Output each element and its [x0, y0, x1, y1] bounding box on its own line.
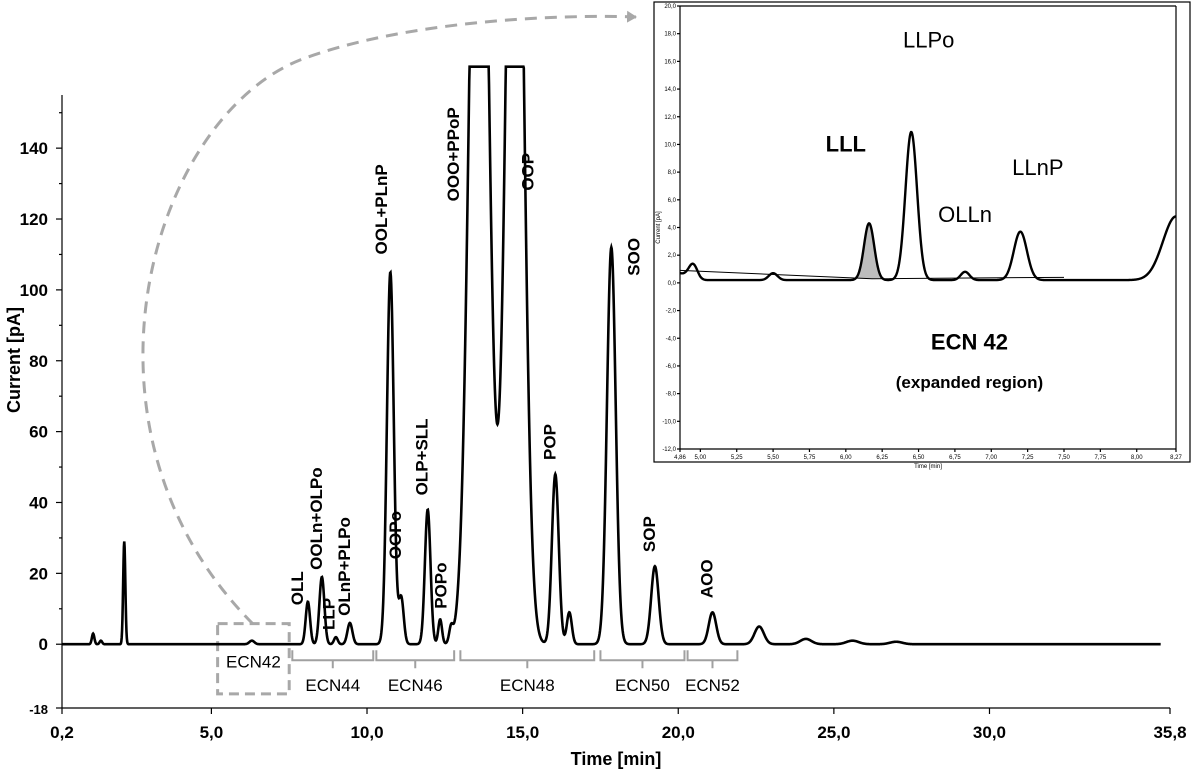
peak-label: OLP+SLL — [413, 418, 432, 495]
x-tick-label: 25,0 — [817, 723, 850, 742]
inset-x-tick-label: 5,75 — [804, 455, 816, 461]
inset-y-tick-label: 4,0 — [668, 226, 677, 232]
ecn-region-label: ECN42 — [226, 653, 281, 672]
peak-label: OLnP+PLPo — [335, 517, 354, 616]
inset-y-tick-label: -10,0 — [662, 419, 676, 425]
inset-x-tick-label: 6,50 — [913, 455, 925, 461]
inset-x-axis-label: Time [min] — [914, 464, 942, 470]
inset-title: ECN 42 — [931, 329, 1008, 354]
inset-y-tick-label: 10,0 — [664, 142, 676, 148]
peak-label: OLL — [288, 571, 307, 605]
y-tick-label: 140 — [20, 139, 48, 158]
y-tick-label: -18 — [29, 702, 48, 717]
inset-x-tick-label: 8,27 — [1170, 455, 1182, 461]
y-tick-label: 120 — [20, 210, 48, 229]
y-tick-label: 60 — [29, 423, 48, 442]
peak-label: AOO — [697, 559, 716, 598]
y-tick-label: 20 — [29, 564, 48, 583]
zoom-arrow — [141, 10, 637, 626]
x-tick-label: 0,2 — [50, 723, 74, 742]
inset-frame — [653, 1, 1191, 463]
inset-y-tick-label: 2,0 — [668, 253, 677, 259]
inset-peak-label: OLLn — [938, 202, 992, 227]
inset-x-tick-label: 7,00 — [985, 455, 997, 461]
inset-baseline — [679, 269, 1065, 280]
main-axes: 0,2 5,0 10,0 15,0 20,0 25,0 30,0 35,8 -18 0 20 40 60… — [20, 95, 1187, 742]
inset-x-tick-label: 5,50 — [767, 455, 779, 461]
ecn-region-label: ECN50 — [615, 676, 670, 695]
peak-label: POP — [540, 424, 559, 460]
inset-y-tick-label: 14,0 — [664, 87, 676, 93]
inset-expanded-region: 4,86 5,00 5,25 5,50 5,75 6,00 6,25 6,50 6,75 7,00… — [653, 1, 1191, 470]
peak-label: OOP — [519, 153, 538, 191]
inset-peak-label: LLPo — [903, 28, 954, 53]
peak-label: LLP — [319, 598, 338, 630]
inset-y-tick-label: 18,0 — [664, 32, 676, 38]
peak-label: POPo — [431, 562, 450, 608]
x-tick-label: 35,8 — [1153, 723, 1186, 742]
y-axis-label: Current [pA] — [4, 307, 24, 413]
inset-x-tick-label: 6,75 — [949, 455, 961, 461]
y-tick-label: 0 — [39, 635, 48, 654]
ecn-bracket — [686, 650, 739, 669]
inset-peak-label: LLL — [826, 131, 866, 156]
inset-y-axis-label: Current [pA] — [656, 211, 662, 244]
x-tick-label: 20,0 — [662, 723, 695, 742]
inset-y-tick-label: -6,0 — [666, 364, 677, 370]
inset-y-tick-label: 20,0 — [664, 4, 676, 10]
y-tick-label: 80 — [29, 352, 48, 371]
ecn-bracket — [291, 650, 375, 669]
ecn-region-label: ECN48 — [500, 676, 555, 695]
inset-x-tick-label: 7,75 — [1095, 455, 1107, 461]
inset-y-tick-label: 16,0 — [664, 59, 676, 65]
inset-subtitle: (expanded region) — [896, 373, 1043, 392]
inset-y-tick-label: 12,0 — [664, 115, 676, 121]
x-tick-label: 10,0 — [350, 723, 383, 742]
x-tick-label: 5,0 — [200, 723, 224, 742]
peak-label: SOP — [640, 516, 659, 552]
peak-label: OOLn+OLPo — [307, 467, 326, 569]
peak-label: SOO — [624, 238, 643, 276]
inset-y-tick-label: -8,0 — [666, 392, 677, 398]
inset-y-tick-label: -12,0 — [662, 447, 676, 453]
inset-x-tick-label: 7,25 — [1022, 455, 1034, 461]
inset-y-tick-label: -4,0 — [666, 336, 677, 342]
inset-y-tick-label: 8,0 — [668, 170, 677, 176]
ecn42-dashed-box — [216, 622, 291, 696]
y-tick-label: 40 — [29, 493, 48, 512]
peak-label: OOL+PLnP — [372, 164, 391, 254]
inset-y-tick-label: -2,0 — [666, 309, 677, 315]
main-chromatogram: 0,2 5,0 10,0 15,0 20,0 25,0 30,0 35,8 -18 0 20 40 60… — [4, 65, 1187, 769]
inset-y-tick-label: 0,0 — [668, 281, 677, 287]
ecn-bracket — [375, 650, 456, 669]
inset-x-tick-label: 6,25 — [876, 455, 888, 461]
ecn-region-label: ECN52 — [685, 676, 740, 695]
main-trace — [62, 65, 1161, 646]
inset-x-tick-label: 6,00 — [840, 455, 852, 461]
inset-x-tick-label: 4,86 — [674, 455, 686, 461]
inset-axes: 4,86 5,00 5,25 5,50 5,75 6,00 6,25 6,50 6,75 7,00… — [662, 4, 1182, 461]
ecn-region-label: ECN44 — [305, 676, 360, 695]
inset-x-tick-label: 5,00 — [695, 455, 707, 461]
ecn-region-label: ECN46 — [388, 676, 443, 695]
lll-peak-area — [853, 223, 883, 280]
inset-x-tick-label: 5,25 — [731, 455, 743, 461]
x-tick-label: 15,0 — [506, 723, 539, 742]
ecn-bracket — [599, 650, 686, 669]
ecn-regions: ECN42 ECN44 ECN46 ECN48 ECN50 ECN52 — [216, 622, 740, 696]
ecn-bracket — [459, 650, 596, 669]
inset-peak-label: LLnP — [1012, 155, 1063, 180]
x-tick-label: 30,0 — [973, 723, 1006, 742]
inset-x-tick-label: 7,50 — [1058, 455, 1070, 461]
y-tick-label: 100 — [20, 281, 48, 300]
inset-x-tick-label: 8,00 — [1131, 455, 1143, 461]
x-axis-label: Time [min] — [571, 749, 662, 769]
inset-trace — [679, 130, 1177, 282]
inset-y-tick-label: 6,0 — [668, 198, 677, 204]
peak-label: OOO+PPoP — [444, 107, 463, 201]
peak-label: OOPo — [386, 511, 405, 559]
inset-peak-labels: LLL LLPo LLnP OLLn — [826, 28, 1064, 227]
